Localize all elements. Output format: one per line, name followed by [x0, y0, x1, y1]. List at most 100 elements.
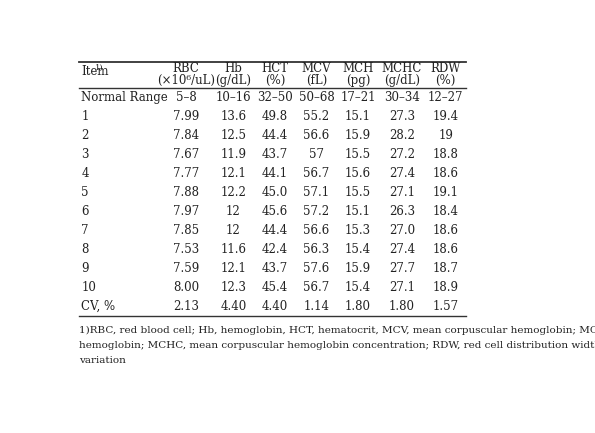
Text: 4: 4	[82, 167, 89, 180]
Text: 7: 7	[82, 224, 89, 237]
Text: 15.1: 15.1	[345, 110, 371, 123]
Text: 7.53: 7.53	[173, 243, 199, 256]
Text: hemoglobin; MCHC, mean corpuscular hemoglobin concentration; RDW, red cell distr: hemoglobin; MCHC, mean corpuscular hemog…	[79, 341, 595, 350]
Text: 12.5: 12.5	[221, 129, 246, 142]
Text: (%): (%)	[436, 74, 456, 87]
Text: RDW: RDW	[430, 62, 461, 75]
Text: 27.1: 27.1	[389, 186, 415, 199]
Text: 43.7: 43.7	[262, 148, 288, 161]
Text: 7.59: 7.59	[173, 262, 199, 275]
Text: 12: 12	[226, 224, 241, 237]
Text: 12.1: 12.1	[221, 262, 246, 275]
Text: 1.80: 1.80	[345, 300, 371, 313]
Text: 15.4: 15.4	[345, 243, 371, 256]
Text: (g/dL): (g/dL)	[384, 74, 420, 87]
Text: 7.99: 7.99	[173, 110, 199, 123]
Text: Hb: Hb	[224, 62, 242, 75]
Text: 19.4: 19.4	[433, 110, 459, 123]
Text: 42.4: 42.4	[262, 243, 288, 256]
Text: 45.4: 45.4	[262, 281, 288, 294]
Text: 3: 3	[82, 148, 89, 161]
Text: 1: 1	[82, 110, 89, 123]
Text: 15.5: 15.5	[345, 148, 371, 161]
Text: 27.0: 27.0	[389, 224, 415, 237]
Text: 2.13: 2.13	[173, 300, 199, 313]
Text: 12: 12	[226, 205, 241, 218]
Text: 12.1: 12.1	[221, 167, 246, 180]
Text: 45.6: 45.6	[262, 205, 288, 218]
Text: 18.9: 18.9	[433, 281, 459, 294]
Text: 15.9: 15.9	[345, 262, 371, 275]
Text: 50–68: 50–68	[299, 91, 334, 104]
Text: MCHC: MCHC	[381, 62, 422, 75]
Text: 1.14: 1.14	[303, 300, 330, 313]
Text: 8: 8	[82, 243, 89, 256]
Text: 7.84: 7.84	[173, 129, 199, 142]
Text: (g/dL): (g/dL)	[215, 74, 252, 87]
Text: 43.7: 43.7	[262, 262, 288, 275]
Text: (pg): (pg)	[346, 74, 370, 87]
Text: 19: 19	[438, 129, 453, 142]
Text: 19.1: 19.1	[433, 186, 459, 199]
Text: 44.4: 44.4	[262, 224, 288, 237]
Text: 18.6: 18.6	[433, 167, 459, 180]
Text: 56.6: 56.6	[303, 129, 330, 142]
Text: 15.5: 15.5	[345, 186, 371, 199]
Text: 27.2: 27.2	[389, 148, 415, 161]
Text: 56.7: 56.7	[303, 281, 330, 294]
Text: 56.7: 56.7	[303, 167, 330, 180]
Text: 18.8: 18.8	[433, 148, 459, 161]
Text: MCH: MCH	[342, 62, 374, 75]
Text: Item: Item	[82, 65, 109, 78]
Text: HCT: HCT	[261, 62, 289, 75]
Text: 1)RBC, red blood cell; Hb, hemoglobin, HCT, hematocrit, MCV, mean corpuscular he: 1)RBC, red blood cell; Hb, hemoglobin, H…	[79, 326, 595, 335]
Text: 44.4: 44.4	[262, 129, 288, 142]
Text: 6: 6	[82, 205, 89, 218]
Text: 45.0: 45.0	[262, 186, 288, 199]
Text: 5: 5	[82, 186, 89, 199]
Text: 27.1: 27.1	[389, 281, 415, 294]
Text: 17–21: 17–21	[340, 91, 375, 104]
Text: 57: 57	[309, 148, 324, 161]
Text: 7.97: 7.97	[173, 205, 199, 218]
Text: 15.4: 15.4	[345, 281, 371, 294]
Text: RBC: RBC	[173, 62, 200, 75]
Text: MCV: MCV	[302, 62, 331, 75]
Text: 27.7: 27.7	[389, 262, 415, 275]
Text: 4.40: 4.40	[220, 300, 246, 313]
Text: 8.00: 8.00	[173, 281, 199, 294]
Text: 10–16: 10–16	[215, 91, 251, 104]
Text: 5–8: 5–8	[176, 91, 196, 104]
Text: 18.4: 18.4	[433, 205, 459, 218]
Text: 57.2: 57.2	[303, 205, 330, 218]
Text: 7.77: 7.77	[173, 167, 199, 180]
Text: (fL): (fL)	[306, 74, 327, 87]
Text: 12.2: 12.2	[221, 186, 246, 199]
Text: 27.4: 27.4	[389, 243, 415, 256]
Text: 18.7: 18.7	[433, 262, 459, 275]
Text: 27.3: 27.3	[389, 110, 415, 123]
Text: 57.1: 57.1	[303, 186, 330, 199]
Text: 18.6: 18.6	[433, 243, 459, 256]
Text: CV, %: CV, %	[82, 300, 115, 313]
Text: 26.3: 26.3	[389, 205, 415, 218]
Text: 4.40: 4.40	[262, 300, 288, 313]
Text: (%): (%)	[265, 74, 285, 87]
Text: 56.6: 56.6	[303, 224, 330, 237]
Text: 1.57: 1.57	[433, 300, 459, 313]
Text: 15.6: 15.6	[345, 167, 371, 180]
Text: 7.67: 7.67	[173, 148, 199, 161]
Text: 1.80: 1.80	[389, 300, 415, 313]
Text: 10: 10	[82, 281, 96, 294]
Text: 30–34: 30–34	[384, 91, 419, 104]
Text: 18.6: 18.6	[433, 224, 459, 237]
Text: 11.9: 11.9	[221, 148, 246, 161]
Text: 15.9: 15.9	[345, 129, 371, 142]
Text: 55.2: 55.2	[303, 110, 330, 123]
Text: 49.8: 49.8	[262, 110, 288, 123]
Text: 27.4: 27.4	[389, 167, 415, 180]
Text: 15.3: 15.3	[345, 224, 371, 237]
Text: (×10⁶/uL): (×10⁶/uL)	[157, 74, 215, 87]
Text: variation: variation	[79, 356, 126, 365]
Text: Normal Range: Normal Range	[82, 91, 168, 104]
